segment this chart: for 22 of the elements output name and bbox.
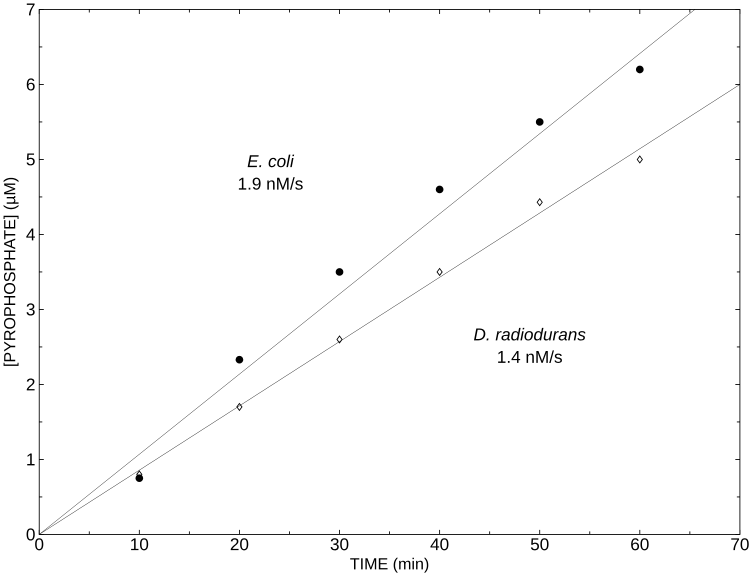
y-tick-label: 3 [26, 303, 35, 316]
x-tick-label: 70 [731, 538, 749, 550]
annotation: D. radiodurans [474, 328, 586, 340]
y-tick-label: 4 [26, 228, 35, 240]
y-tick-label: 5 [26, 153, 35, 166]
x-tick-label: 60 [631, 538, 649, 550]
x-tick-label: 10 [131, 538, 148, 550]
y-tick-label: 0 [26, 528, 35, 540]
x-axis-title: TIME (min) [350, 558, 428, 573]
x-tick-label: 0 [35, 538, 44, 550]
y-tick-label: 7 [26, 3, 35, 16]
y-tick-label: 1 [27, 453, 35, 466]
x-tick-label: 30 [330, 538, 348, 550]
y-tick-label: 6 [26, 78, 35, 90]
x-tick-label: 50 [530, 538, 549, 550]
annotation: 1.4 nM/s [498, 350, 562, 363]
annotation: E. coli [248, 154, 294, 168]
y-tick-label: 2 [26, 378, 35, 390]
annotation: 1.9 nM/s [238, 177, 303, 190]
y-axis-title: [PYROPHOSPHATE] (µM) [4, 178, 19, 366]
x-tick-label: 20 [230, 538, 248, 550]
x-tick-label: 40 [430, 538, 448, 550]
